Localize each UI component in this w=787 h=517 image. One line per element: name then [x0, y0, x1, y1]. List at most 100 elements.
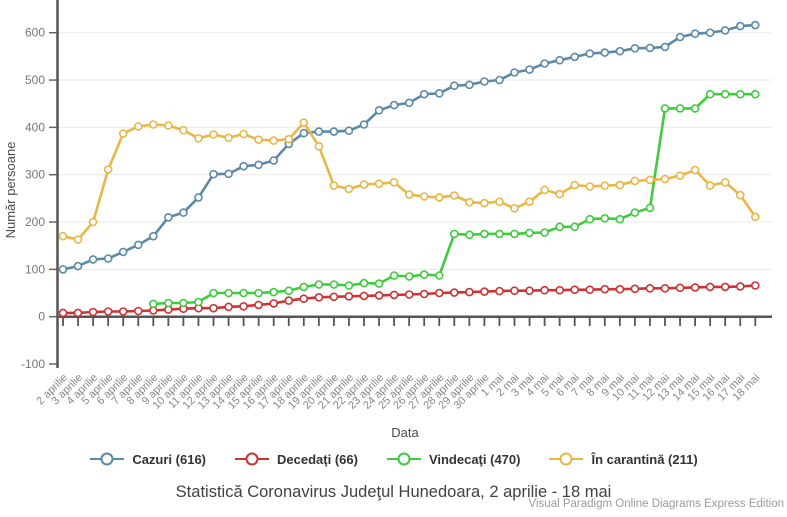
data-point[interactable] [705, 89, 715, 99]
data-point[interactable] [660, 283, 670, 293]
data-point[interactable] [570, 180, 580, 190]
data-point[interactable] [374, 106, 384, 115]
data-point[interactable] [675, 171, 685, 180]
data-point[interactable] [585, 49, 595, 58]
data-point[interactable] [570, 285, 580, 295]
data-point[interactable] [149, 231, 158, 241]
data-point[interactable] [164, 213, 173, 222]
data-point[interactable] [600, 214, 610, 223]
data-point[interactable] [495, 229, 504, 239]
data-point[interactable] [88, 307, 98, 317]
data-point[interactable] [149, 120, 158, 129]
data-point[interactable] [299, 128, 309, 138]
data-point[interactable] [645, 283, 655, 293]
data-point[interactable] [705, 181, 715, 190]
data-point[interactable] [570, 222, 580, 232]
data-point[interactable] [525, 65, 534, 74]
data-point[interactable] [735, 282, 745, 291]
data-point[interactable] [434, 271, 444, 280]
data-point[interactable] [344, 281, 354, 290]
data-point[interactable] [585, 182, 595, 191]
data-point[interactable] [269, 156, 279, 165]
data-point[interactable] [344, 126, 354, 135]
data-point[interactable] [389, 271, 399, 280]
data-point[interactable] [449, 191, 459, 200]
data-point[interactable] [465, 230, 474, 240]
data-point[interactable] [58, 231, 68, 241]
data-point[interactable] [585, 285, 595, 295]
data-point[interactable] [299, 118, 309, 127]
data-point[interactable] [660, 104, 670, 113]
legend-item-2[interactable]: Vindecaţi (470) [386, 451, 520, 467]
data-point[interactable] [239, 301, 248, 311]
data-point[interactable] [555, 189, 565, 199]
data-point[interactable] [284, 134, 294, 144]
data-point[interactable] [269, 287, 279, 297]
data-point[interactable] [58, 265, 68, 274]
data-point[interactable] [58, 308, 68, 318]
data-point[interactable] [404, 190, 414, 199]
data-point[interactable] [224, 133, 233, 143]
data-point[interactable] [434, 193, 444, 202]
data-point[interactable] [480, 77, 489, 86]
data-point[interactable] [194, 134, 203, 143]
data-point[interactable] [254, 288, 263, 298]
data-point[interactable] [465, 287, 474, 297]
data-point[interactable] [224, 302, 233, 312]
data-point[interactable] [118, 129, 128, 138]
data-point[interactable] [510, 68, 519, 77]
data-point[interactable] [465, 197, 474, 207]
data-point[interactable] [525, 228, 534, 238]
data-point[interactable] [389, 100, 399, 110]
data-point[interactable] [314, 142, 324, 151]
data-point[interactable] [495, 75, 504, 85]
data-point[interactable] [344, 291, 354, 301]
data-point[interactable] [284, 296, 294, 305]
data-point[interactable] [359, 291, 369, 301]
data-point[interactable] [194, 193, 203, 202]
data-point[interactable] [134, 240, 143, 250]
data-point[interactable] [750, 20, 760, 30]
data-point[interactable] [735, 89, 745, 99]
data-point[interactable] [449, 288, 459, 297]
data-point[interactable] [73, 308, 83, 318]
data-point[interactable] [239, 288, 248, 298]
data-point[interactable] [359, 278, 369, 288]
data-point[interactable] [645, 203, 655, 213]
data-point[interactable] [209, 303, 218, 313]
data-point[interactable] [630, 284, 640, 294]
data-point[interactable] [209, 288, 218, 298]
data-point[interactable] [510, 204, 519, 213]
data-point[interactable] [555, 222, 565, 232]
series-line-0[interactable] [61, 23, 757, 271]
data-point[interactable] [540, 185, 549, 195]
data-point[interactable] [735, 21, 745, 31]
data-point[interactable] [600, 48, 610, 57]
data-point[interactable] [630, 176, 640, 186]
data-point[interactable] [88, 217, 98, 227]
data-point[interactable] [449, 81, 459, 90]
data-point[interactable] [735, 190, 745, 200]
data-point[interactable] [750, 89, 760, 99]
data-point[interactable] [480, 229, 489, 239]
data-point[interactable] [720, 26, 730, 35]
data-point[interactable] [645, 175, 655, 185]
data-point[interactable] [224, 288, 233, 298]
data-point[interactable] [314, 292, 324, 302]
data-point[interactable] [720, 282, 730, 292]
data-point[interactable] [434, 288, 444, 298]
data-point[interactable] [615, 214, 625, 224]
data-point[interactable] [525, 197, 534, 206]
data-point[interactable] [179, 208, 188, 217]
data-point[interactable] [254, 300, 263, 310]
data-point[interactable] [750, 212, 760, 222]
data-point[interactable] [600, 284, 610, 294]
data-point[interactable] [224, 169, 233, 179]
data-point[interactable] [510, 286, 519, 296]
data-point[interactable] [374, 179, 384, 188]
data-point[interactable] [103, 307, 113, 316]
data-point[interactable] [134, 122, 143, 131]
data-point[interactable] [344, 184, 354, 194]
data-point[interactable] [314, 127, 324, 136]
data-point[interactable] [404, 98, 414, 108]
